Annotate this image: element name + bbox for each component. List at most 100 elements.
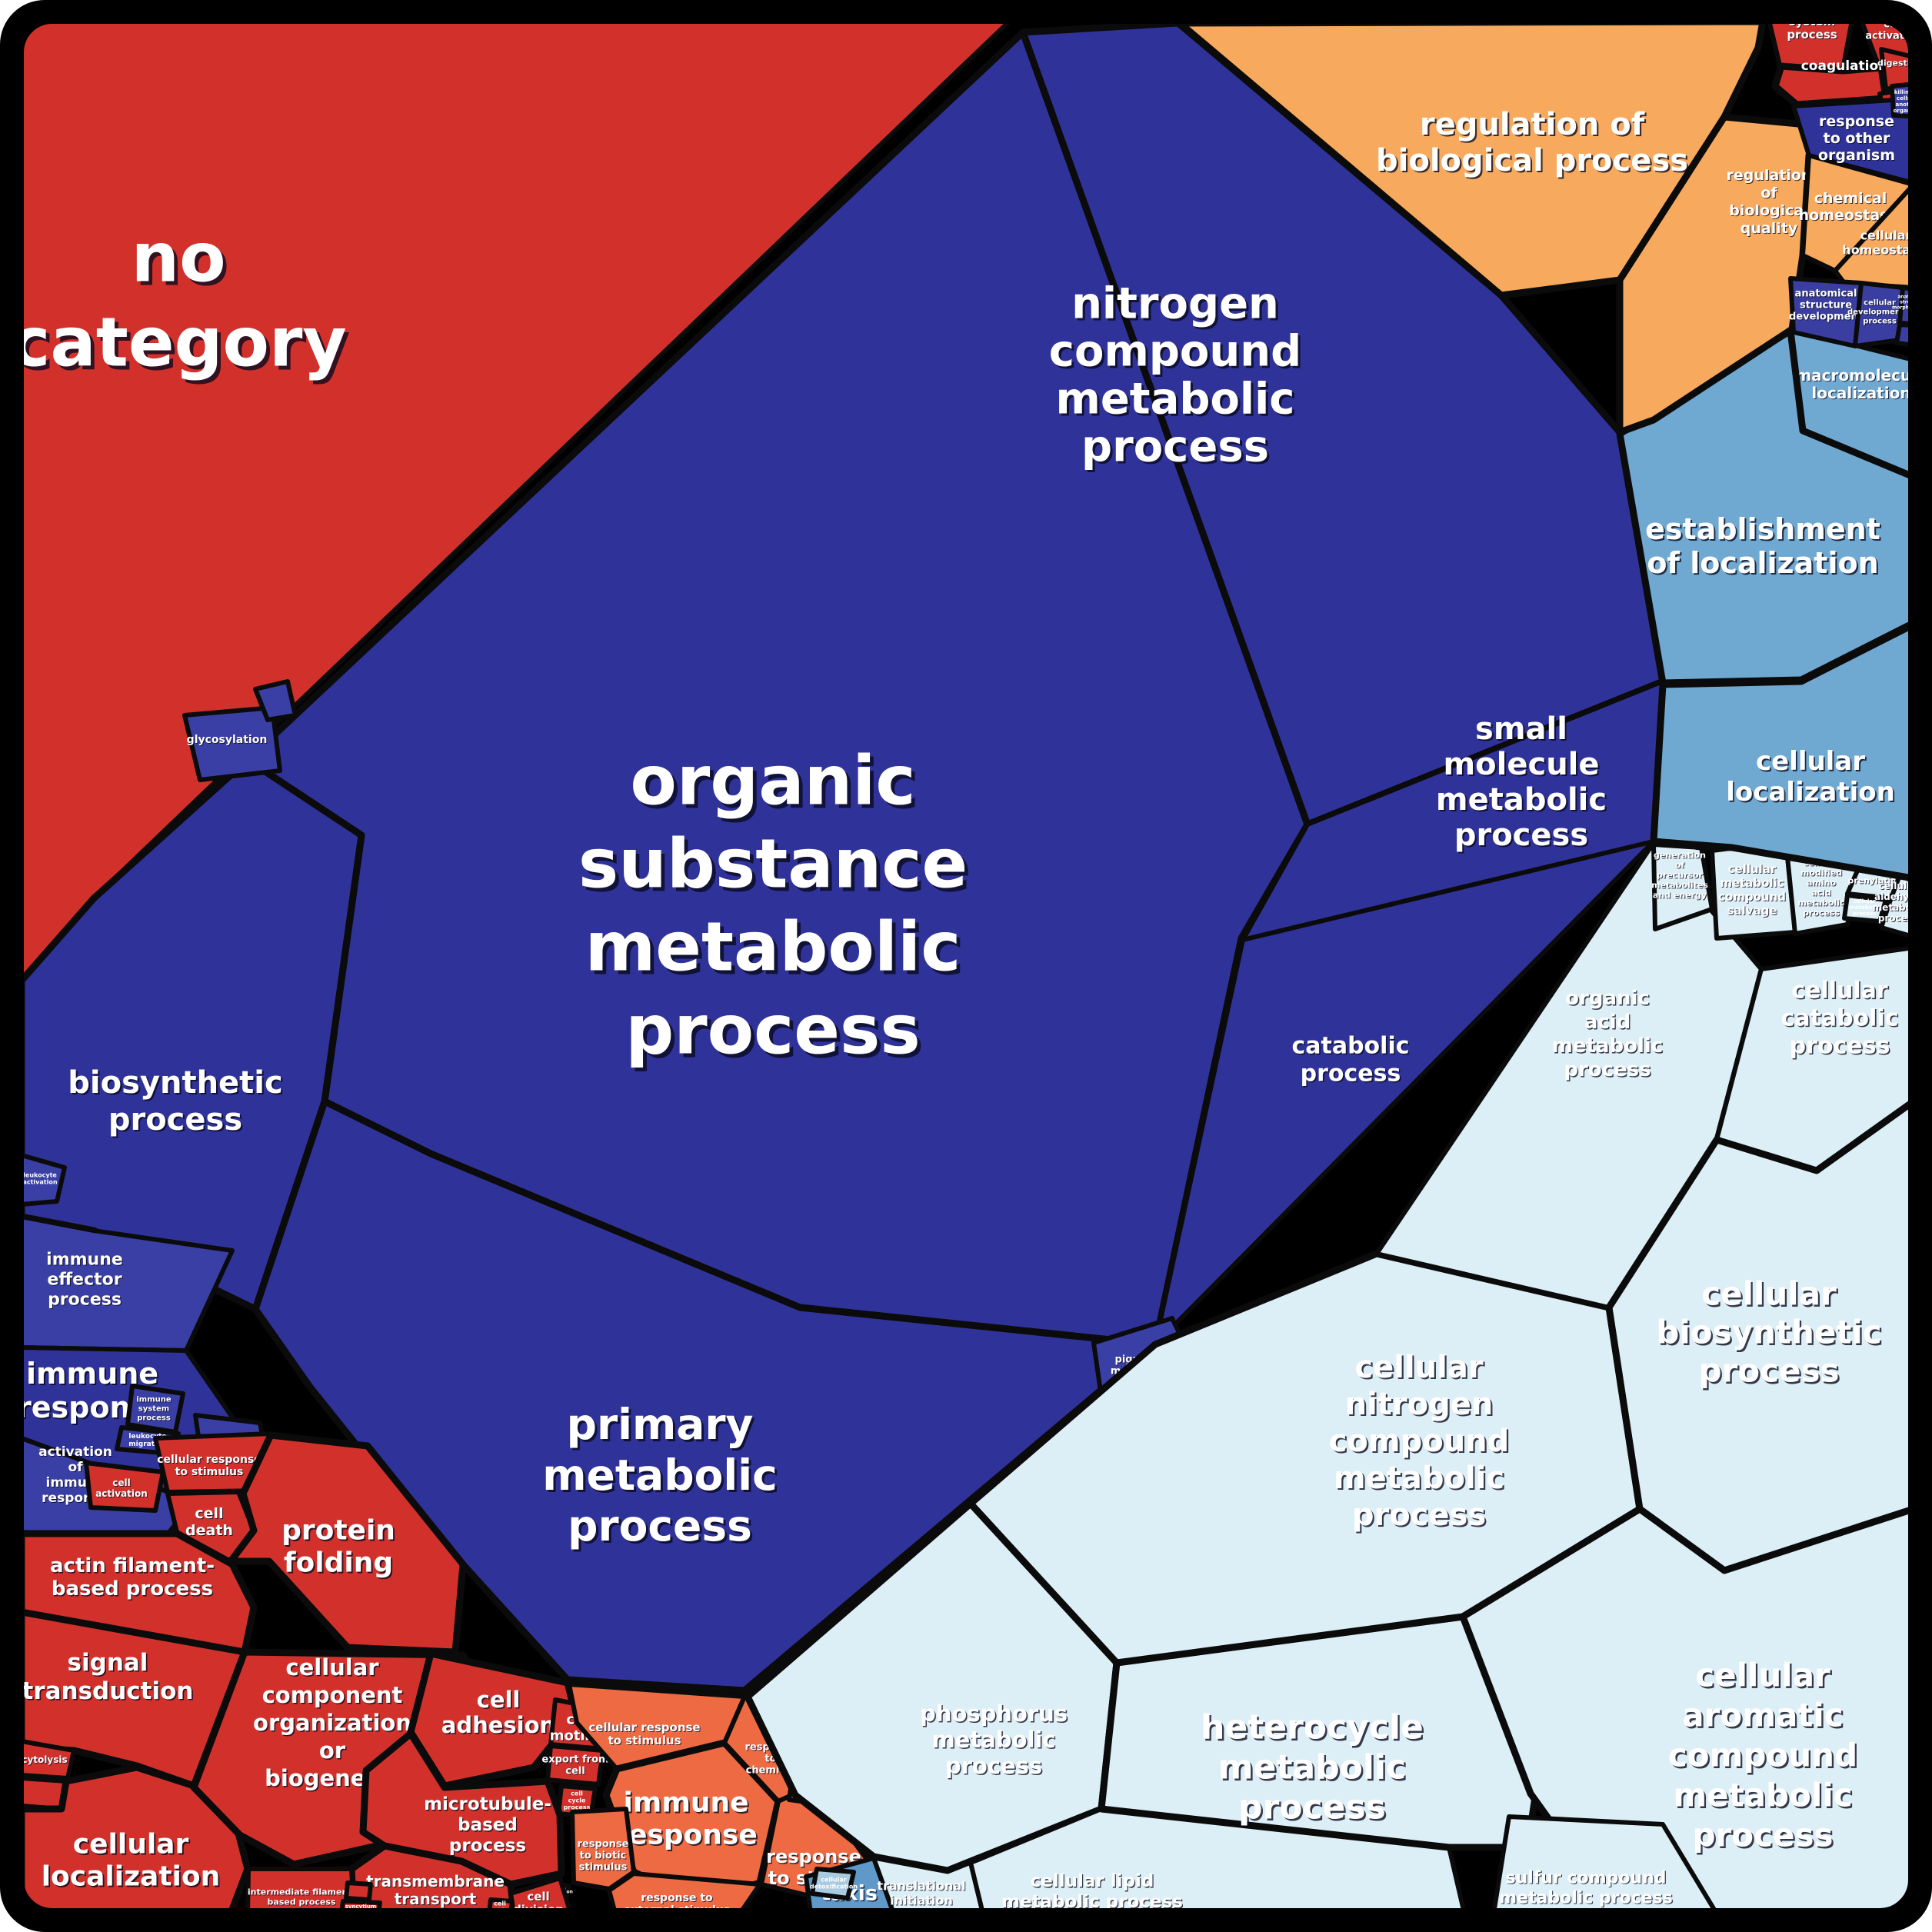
export-from-cell-cell[interactable]	[545, 1744, 605, 1787]
heterocycle-metabolic-process-label: heterocyclemetabolicprocessheterocycleme…	[1201, 1708, 1425, 1829]
svg-text:cellular: cellular	[75, 1830, 191, 1861]
svg-text:localization: localization	[43, 1862, 222, 1894]
svg-text:cell: cell	[195, 1506, 224, 1523]
svg-text:to biotic: to biotic	[580, 1850, 627, 1862]
svg-text:biosynthetic: biosynthetic	[69, 1067, 284, 1102]
svg-text:activation: activation	[38, 1444, 112, 1460]
svg-text:leukocyte: leukocyte	[23, 1172, 57, 1179]
svg-text:acid: acid	[1584, 1011, 1631, 1034]
svg-text:nitrogen: nitrogen	[1345, 1387, 1494, 1422]
svg-text:protein: protein	[283, 1516, 397, 1547]
cellular-aldehyde-metabolic-process-label: cellularaldehydemetabolicprocesscellular…	[1873, 881, 1925, 924]
svg-text:cellular: cellular	[287, 1656, 381, 1682]
protein-folding-cell[interactable]	[227, 1431, 467, 1656]
svg-text:heterocycle: heterocycle	[1203, 1710, 1426, 1749]
svg-text:of localization: of localization	[1647, 546, 1878, 580]
svg-text:localization: localization	[1812, 385, 1911, 403]
cellular-nitrogen-compound-metabolic-process-label: cellularnitrogencompoundmetabolicprocess…	[1329, 1350, 1511, 1534]
svg-text:acid: acid	[1585, 1011, 1631, 1034]
cellular-detoxification-cell[interactable]	[810, 1867, 856, 1900]
svg-text:cell: cell	[527, 1890, 549, 1904]
cellular-metabolic-compound-salvage-label: cellularmetaboliccompoundsalvagecellular…	[1718, 862, 1787, 918]
svg-text:metabolic process: metabolic process	[1499, 1889, 1673, 1908]
svg-text:process: process	[1803, 908, 1840, 918]
svg-text:process: process	[48, 1291, 122, 1311]
svg-text:metabolic: metabolic	[1334, 1461, 1504, 1496]
svg-text:based: based	[458, 1816, 518, 1836]
svg-text:chemical: chemical	[1815, 191, 1888, 208]
svg-text:process: process	[1352, 1497, 1486, 1533]
svg-text:macromolecule: macromolecule	[1795, 366, 1927, 385]
svg-text:biosynthetic: biosynthetic	[1658, 1315, 1884, 1353]
svg-text:cellular: cellular	[1756, 746, 1865, 777]
svg-text:and energy: and energy	[1653, 891, 1707, 901]
cell-activation-left-cell[interactable]	[84, 1461, 165, 1513]
svg-text:to stimulus: to stimulus	[608, 1734, 681, 1747]
svg-text:compound: compound	[1049, 327, 1301, 377]
svg-text:primary: primary	[567, 1400, 754, 1449]
glycosylation-cell[interactable]	[182, 705, 282, 782]
svg-text:system: system	[138, 1405, 169, 1414]
svg-text:metabolic: metabolic	[542, 1451, 777, 1500]
svg-text:intermediate filament-: intermediate filament-	[248, 1888, 356, 1898]
svg-text:process: process	[1692, 1817, 1833, 1854]
svg-text:based: based	[458, 1815, 518, 1835]
svg-text:regulation: regulation	[1727, 167, 1812, 184]
svg-text:morphogenesis: morphogenesis	[1892, 305, 1932, 311]
svg-text:no: no	[131, 218, 225, 298]
svg-text:anatomical: anatomical	[1897, 295, 1926, 300]
catabolic-process-cell[interactable]	[1153, 839, 1656, 1347]
svg-text:amino: amino	[1807, 879, 1837, 889]
svg-text:cellular: cellular	[1729, 863, 1777, 877]
svg-text:metabolic: metabolic	[1874, 903, 1925, 914]
svg-text:phosphorus: phosphorus	[920, 1700, 1068, 1727]
svg-text:death: death	[185, 1522, 233, 1539]
svg-text:transduction: transduction	[22, 1677, 194, 1705]
svg-text:modified: modified	[1800, 868, 1842, 878]
svg-text:to other: to other	[1824, 130, 1890, 147]
cellular-metabolic-process-micro-cell[interactable]	[1842, 893, 1888, 924]
cellular-lipid-metabolic-process-cell[interactable]	[968, 1807, 1467, 1915]
svg-text:cellular: cellular	[821, 1877, 846, 1884]
svg-text:cell: cell	[565, 1766, 585, 1777]
svg-text:prenylation: prenylation	[1847, 876, 1902, 886]
svg-text:catabolic: catabolic	[1293, 1034, 1411, 1061]
svg-text:stimulus: stimulus	[579, 1862, 628, 1874]
svg-text:metabolites: metabolites	[1652, 881, 1709, 891]
cellular-detox-micro-red-cell[interactable]	[344, 1880, 373, 1902]
svg-text:category: category	[14, 306, 351, 385]
svg-text:metabolic: metabolic	[1873, 902, 1924, 913]
translational-initiation-label: translationalinitiationtranslationalinit…	[877, 1879, 966, 1909]
svg-text:response: response	[615, 1820, 758, 1851]
response-to-biotic-stimulus-cell[interactable]	[570, 1807, 636, 1891]
svg-text:activation: activation	[22, 1179, 57, 1186]
organic-acid-metabolic-process-label: organicacidmetabolicprocessorganicacidme…	[1552, 987, 1664, 1082]
svg-text:precursor: precursor	[1657, 871, 1704, 881]
svg-text:metabolic: metabolic	[1850, 904, 1880, 911]
svg-text:cellular response: cellular response	[588, 1720, 700, 1734]
svg-text:response: response	[1820, 114, 1895, 131]
svg-text:process: process	[1853, 911, 1877, 917]
cellular-developmental-process-label: cellulardevelopmentalprocesscellulardeve…	[1847, 299, 1913, 327]
svg-text:metabolic: metabolic	[1797, 898, 1844, 908]
svg-text:metabolic process: metabolic process	[1500, 1890, 1674, 1909]
svg-text:metabolic: metabolic	[1553, 1035, 1664, 1058]
svg-text:export from: export from	[541, 1754, 608, 1766]
svg-text:compound: compound	[1668, 1737, 1857, 1774]
svg-text:biosynthetic: biosynthetic	[1656, 1314, 1881, 1351]
svg-text:to stimulus: to stimulus	[175, 1466, 244, 1478]
micro-above-glycosylation-cell[interactable]	[253, 679, 298, 722]
svg-text:organic: organic	[1565, 987, 1650, 1010]
svg-text:metabolic: metabolic	[1720, 877, 1784, 891]
